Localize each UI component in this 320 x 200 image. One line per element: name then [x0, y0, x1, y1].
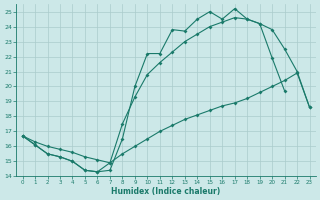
X-axis label: Humidex (Indice chaleur): Humidex (Indice chaleur) [111, 187, 221, 196]
